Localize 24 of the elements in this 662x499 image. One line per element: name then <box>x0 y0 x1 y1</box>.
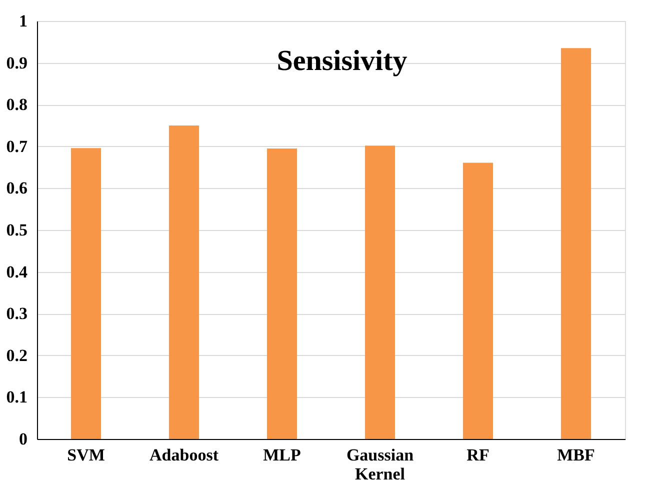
x-tick-label: RF <box>466 446 490 464</box>
bar <box>365 146 395 439</box>
bar <box>463 162 493 439</box>
x-tick-label: MLP <box>263 446 301 464</box>
bar <box>169 126 199 439</box>
x-tick-label: Adaboost <box>150 446 219 464</box>
x-tick-label: MBF <box>557 446 595 464</box>
bar <box>267 148 297 439</box>
y-tick-label: 0.4 <box>6 262 28 282</box>
y-tick-label: 0.5 <box>6 220 28 240</box>
y-tick-label: 0.6 <box>6 178 28 198</box>
y-tick-label: 0.7 <box>6 136 28 156</box>
y-tick-label: 1 <box>19 12 28 30</box>
x-tick-label: SVM <box>67 446 105 464</box>
y-tick-label: 0.9 <box>6 53 28 72</box>
y-tick-label: 0.1 <box>6 388 28 407</box>
bar <box>561 48 591 439</box>
y-tick-label: 0.8 <box>6 95 28 114</box>
bar <box>71 148 101 439</box>
text: Sensisivity <box>276 45 408 77</box>
y-tick-label: 0.3 <box>6 304 28 324</box>
x-tick-label: Gaussian Kernel <box>346 446 414 484</box>
y-tick-label: 0.2 <box>6 346 28 365</box>
y-tick-label: 0 <box>19 430 28 448</box>
